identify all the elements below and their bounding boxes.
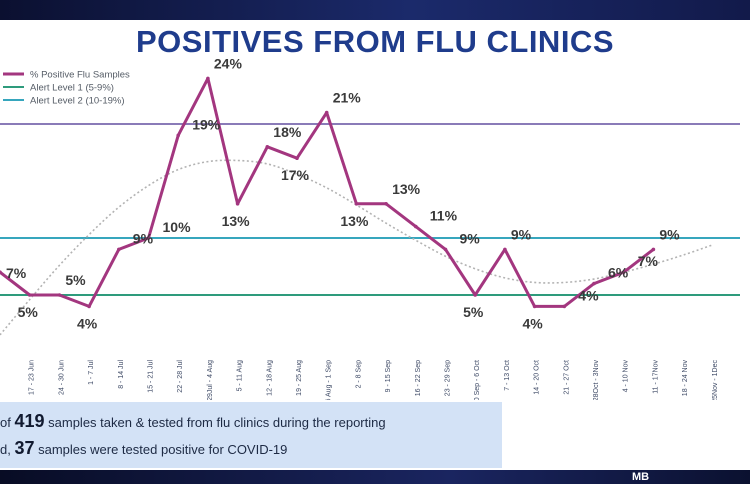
data-point [87, 304, 91, 309]
data-point [265, 145, 270, 149]
data-point [235, 202, 240, 206]
data-label: 6% [608, 265, 629, 281]
bottom-broadcast-band [0, 470, 750, 484]
data-label: 13% [340, 213, 369, 229]
data-point [146, 236, 151, 240]
data-point [651, 247, 656, 252]
x-tick-label: 14 - 20 Oct [534, 360, 541, 395]
data-point [57, 293, 62, 297]
channel-logo: MB [632, 471, 650, 483]
data-point [443, 247, 448, 252]
data-point [414, 224, 418, 229]
top-broadcast-band [0, 0, 750, 20]
info-box: of 419 samples taken & tested from flu c… [0, 402, 502, 468]
data-point [473, 293, 478, 297]
info-line-1-suffix: samples taken & tested from flu clinics … [48, 415, 386, 430]
data-label: 7% [6, 265, 27, 281]
data-point [0, 270, 2, 274]
data-label: 24% [214, 55, 243, 71]
x-tick-label: 5 - 11 Aug [237, 360, 244, 392]
x-tick-label: 21 - 27 Oct [563, 360, 570, 395]
data-label: 5% [65, 272, 86, 288]
data-label: 13% [392, 181, 421, 197]
data-point [503, 247, 507, 252]
data-label: 4% [522, 315, 543, 331]
data-label: 18% [273, 124, 302, 140]
data-point [532, 304, 537, 309]
x-tick-label: 24 - 30 Jun [58, 360, 65, 395]
data-point [324, 110, 329, 115]
info-line-2-prefix: d, [0, 442, 11, 457]
data-point [562, 304, 567, 309]
data-point [117, 247, 121, 252]
data-point [206, 76, 210, 81]
x-tick-label: 19 - 25 Aug [296, 360, 303, 396]
x-tick-label: 30 Sep - 6 Oct [474, 360, 481, 400]
data-label: 9% [133, 230, 154, 246]
x-tick-label: 8 - 14 Jul [118, 360, 125, 389]
page-title: POSITIVES FROM FLU CLINICS [135, 24, 614, 59]
data-label: 5% [18, 304, 39, 320]
x-tick-label: 7 - 13 Oct [504, 360, 511, 391]
legend-label-1: % Positive Flu Samples [30, 70, 130, 81]
data-point [176, 133, 180, 138]
data-point [592, 281, 596, 286]
x-tick-label: 11 - 17Nov [652, 360, 659, 394]
samples-tested-count: 419 [14, 411, 45, 431]
x-tick-label: 18 - 24 Nov [682, 360, 689, 397]
info-line-1-prefix: of [0, 415, 11, 430]
x-tick-label: 4 - 10 Nov [623, 360, 630, 393]
legend-label-2: Alert Level 1 (5-9%) [30, 83, 114, 94]
data-label: 11% [430, 208, 458, 224]
info-line-2: d, 37 samples were tested positive for C… [0, 436, 287, 462]
data-label: 19% [192, 116, 221, 132]
x-tick-label: 12 - 18 Aug [266, 360, 273, 396]
legend-label-3: Alert Level 2 (10-19%) [30, 96, 125, 107]
data-point [295, 156, 299, 160]
data-label: 13% [222, 213, 251, 229]
info-line-1: of 419 samples taken & tested from flu c… [0, 409, 386, 435]
data-label: 21% [333, 90, 362, 106]
data-point [621, 270, 626, 275]
x-tick-label: 25Nov - 1Dec [712, 360, 719, 400]
data-label: 9% [659, 226, 680, 242]
data-label: 17% [281, 167, 310, 183]
data-label: 5% [463, 304, 484, 320]
x-tick-label: 2 - 8 Sep [355, 360, 362, 389]
x-tick-label: 22 - 28 Jul [177, 360, 184, 393]
x-tick-label: 16 - 22 Sep [415, 360, 422, 396]
data-label: 4% [77, 315, 98, 331]
x-tick-label: 28Oct - 3Nov [593, 360, 600, 400]
x-tick-label: 26 Aug - 1 Sep [326, 360, 333, 400]
data-label: 4% [578, 287, 599, 303]
trend-line [0, 159, 714, 336]
data-label: 7% [638, 253, 659, 269]
x-tick-label: 9 - 15 Sep [385, 360, 392, 392]
x-tick-label: 15 - 21 Jul [148, 360, 155, 393]
info-line-2-suffix: samples were tested positive for COVID-1… [38, 442, 288, 457]
data-point [27, 293, 32, 297]
data-label: 9% [460, 230, 481, 246]
data-label: 10% [163, 219, 192, 235]
x-tick-label: 29Jul - 4 Aug [207, 360, 214, 400]
x-tick-label: 23 - 29 Sep [445, 360, 452, 396]
data-label: 9% [511, 226, 532, 242]
x-tick-label: 17 - 23 Jun [29, 360, 36, 395]
chart-panel [0, 20, 750, 470]
x-tick-label: 1 - 7 Jul [88, 360, 95, 385]
samples-positive-count: 37 [14, 438, 35, 458]
line-chart: 7% 5% 5% 4% 9% 10% 19% 24% 13% 18% 17% 21% 13% 13% 11%… [0, 55, 740, 400]
data-point [354, 202, 359, 206]
data-point [384, 202, 388, 206]
